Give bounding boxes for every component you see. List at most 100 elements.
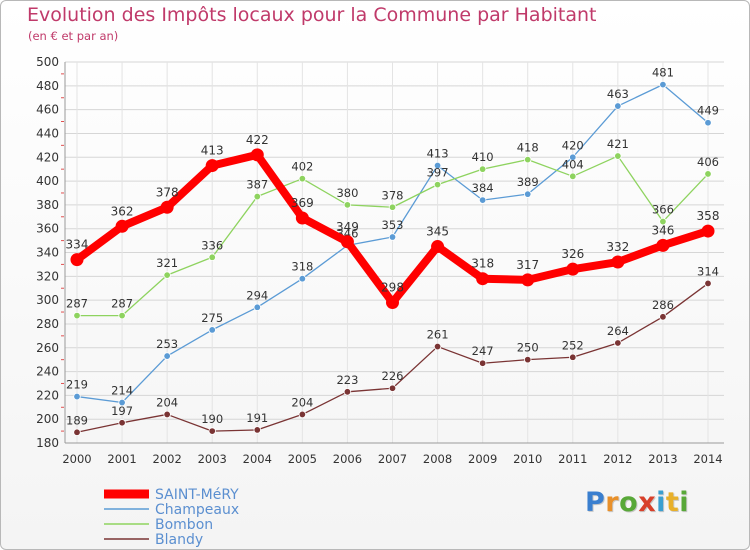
data-point-champeaux [659, 80, 667, 89]
y-tick-label: 460 [36, 103, 59, 117]
data-point-champeaux [253, 303, 261, 311]
y-tick-label: 500 [36, 55, 59, 69]
x-tick-label: 2009 [468, 452, 497, 466]
data-point-blandy [524, 355, 532, 364]
data-label-champeaux: 253 [156, 337, 178, 351]
y-tick-label: 400 [36, 174, 59, 188]
data-point-saint-mery [250, 148, 264, 162]
data-label-blandy: 197 [111, 404, 133, 418]
data-point-champeaux [704, 119, 712, 127]
series-bombon: 287 287 321 336 387 402 380 378 397 410 418 404 421 3… [66, 137, 719, 320]
y-tick-label: 300 [36, 293, 59, 307]
data-label-saint-mery: 422 [246, 133, 269, 147]
data-label-saint-mery: 326 [561, 247, 584, 261]
x-tick-label: 2000 [62, 452, 91, 466]
legend-label-champeaux: Champeaux [155, 502, 239, 518]
data-label-champeaux: 353 [382, 218, 404, 232]
y-tick-label: 320 [36, 269, 59, 283]
data-label-blandy: 226 [382, 369, 404, 383]
data-point-saint-mery [431, 240, 445, 254]
x-tick-label: 2014 [693, 452, 722, 466]
data-label-bombon: 421 [607, 137, 629, 151]
data-point-blandy [343, 388, 352, 396]
data-label-champeaux: 214 [111, 384, 133, 398]
data-point-saint-mery [701, 224, 715, 238]
data-label-saint-mery: 345 [426, 225, 449, 239]
data-point-champeaux [163, 352, 171, 360]
data-label-bombon: 380 [336, 186, 358, 200]
data-label-bombon: 404 [562, 157, 584, 171]
data-label-bombon: 366 [652, 203, 674, 217]
y-tick-label: 240 [36, 365, 59, 379]
data-label-bombon: 402 [291, 160, 313, 174]
data-label-champeaux: 413 [427, 147, 449, 161]
data-label-champeaux: 294 [246, 288, 268, 302]
data-point-champeaux [478, 196, 487, 204]
data-point-bombon [343, 201, 352, 209]
x-tick-label: 2004 [243, 452, 272, 466]
data-label-champeaux: 449 [697, 104, 719, 118]
data-point-blandy [118, 419, 126, 427]
y-tick-label: 220 [36, 388, 59, 402]
data-label-champeaux: 389 [517, 175, 539, 189]
data-label-blandy: 314 [697, 264, 719, 278]
data-point-blandy [298, 410, 307, 419]
data-point-blandy [388, 384, 397, 392]
data-point-saint-mery [611, 255, 625, 269]
data-label-bombon: 287 [66, 297, 88, 311]
x-tick-label: 2005 [288, 452, 317, 466]
data-label-champeaux: 481 [652, 66, 674, 80]
data-point-champeaux [208, 326, 216, 334]
data-point-saint-mery [70, 253, 84, 267]
series-blandy: 189 197 204 190 191 204 223 226 261 247 250 252 264 2… [66, 264, 719, 436]
data-label-blandy: 286 [652, 298, 674, 312]
data-label-blandy: 190 [201, 412, 223, 426]
data-point-blandy [704, 279, 712, 288]
data-label-bombon: 336 [201, 238, 223, 252]
data-label-bombon: 410 [472, 150, 494, 164]
data-point-bombon [208, 253, 216, 261]
data-label-bombon: 406 [697, 155, 719, 169]
data-label-blandy: 252 [562, 338, 584, 352]
data-label-blandy: 191 [246, 411, 268, 425]
data-point-saint-mery [656, 238, 670, 252]
data-point-blandy [163, 410, 171, 419]
y-tick-label: 340 [36, 246, 59, 260]
data-label-bombon: 387 [246, 178, 268, 192]
data-point-blandy [659, 313, 667, 321]
data-point-saint-mery [340, 235, 354, 249]
data-point-blandy [73, 428, 81, 436]
data-point-blandy [253, 426, 261, 434]
data-label-blandy: 204 [291, 395, 313, 409]
data-point-champeaux [524, 190, 532, 198]
data-point-saint-mery [205, 159, 219, 173]
data-label-bombon: 397 [427, 166, 449, 180]
data-point-bombon [433, 180, 442, 189]
data-label-saint-mery: 378 [156, 185, 179, 199]
data-point-saint-mery [521, 273, 535, 287]
data-point-bombon [524, 155, 532, 164]
data-label-bombon: 287 [111, 297, 133, 311]
data-label-champeaux: 219 [66, 378, 88, 392]
data-point-bombon [478, 165, 487, 173]
data-point-champeaux [569, 153, 577, 161]
chart-subtitle: (en € et par an) [28, 29, 119, 43]
data-label-saint-mery: 349 [336, 220, 359, 234]
data-label-saint-mery: 318 [471, 257, 494, 271]
data-label-blandy: 250 [517, 341, 539, 355]
data-point-bombon [704, 170, 712, 178]
x-tick-label: 2011 [558, 452, 587, 466]
data-label-saint-mery: 332 [606, 240, 629, 254]
data-label-blandy: 264 [607, 324, 629, 338]
data-label-champeaux: 420 [562, 138, 584, 152]
y-tick-label: 440 [36, 126, 59, 140]
data-point-blandy [208, 427, 216, 435]
legend-label-saint-mery: SAINT-MéRY [155, 487, 239, 503]
data-label-blandy: 261 [427, 328, 449, 342]
chart-title: Evolution des Impôts locaux pour la Comm… [27, 4, 597, 26]
data-point-bombon [73, 311, 81, 320]
data-point-champeaux [118, 398, 126, 407]
data-label-saint-mery: 346 [651, 223, 674, 237]
data-point-saint-mery [115, 219, 129, 233]
